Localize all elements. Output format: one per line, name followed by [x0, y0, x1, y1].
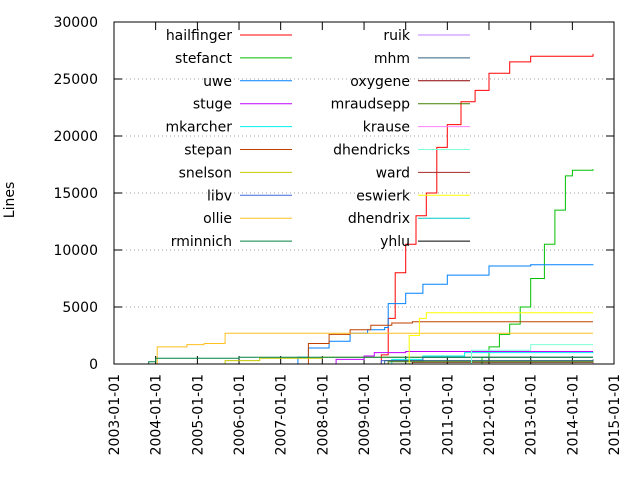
legend-label-dhendricks: dhendricks — [333, 143, 410, 159]
legend-label-stepan: stepan — [184, 143, 232, 159]
legend-label-stefanct: stefanct — [175, 51, 232, 67]
plot-border — [113, 21, 615, 365]
series-line-eswierk — [114, 312, 593, 365]
legend-label-ollie: ollie — [203, 211, 232, 227]
legend-label-krause: krause — [363, 120, 410, 136]
legend-label-snelson: snelson — [179, 165, 232, 181]
x-tick-label: 2010-01-01 — [399, 374, 415, 455]
x-tick-label: 2006-01-01 — [232, 374, 248, 455]
y-tick-label: 25000 — [53, 72, 98, 88]
legend-label-hailfinger: hailfinger — [166, 28, 232, 44]
legend-label-rminnich: rminnich — [171, 234, 232, 250]
y-tick-label: 10000 — [53, 243, 98, 259]
series-line-stefanct — [114, 169, 594, 365]
legend-label-mhm: mhm — [374, 51, 410, 67]
y-axis-label: Lines — [2, 182, 18, 218]
x-tick-label: 2014-01-01 — [565, 374, 581, 455]
y-tick-label: 20000 — [53, 129, 98, 145]
legend-label-eswierk: eswierk — [356, 188, 411, 204]
y-tick-label: 30000 — [53, 15, 98, 31]
x-tick-label: 2008-01-01 — [315, 374, 331, 455]
x-tick-label: 2013-01-01 — [524, 374, 540, 455]
legend-label-libv: libv — [207, 188, 232, 204]
x-tick-label: 2009-01-01 — [357, 374, 373, 455]
x-tick-label: 2003-01-01 — [107, 374, 123, 455]
legend-label-dhendrix: dhendrix — [348, 211, 410, 227]
legend-label-yhlu: yhlu — [380, 234, 410, 250]
legend-label-mraudsepp: mraudsepp — [331, 97, 411, 113]
x-tick-label: 2005-01-01 — [190, 374, 206, 455]
y-tick-label: 0 — [89, 357, 98, 373]
y-tick-label: 5000 — [62, 300, 98, 316]
legend-label-stuge: stuge — [193, 97, 232, 113]
x-tick-label: 2012-01-01 — [482, 374, 498, 455]
legend-label-ward: ward — [376, 165, 410, 181]
legend-label-oxygene: oxygene — [350, 74, 410, 90]
x-tick-label: 2007-01-01 — [274, 374, 290, 455]
x-tick-label: 2011-01-01 — [440, 374, 456, 455]
legend-label-mkarcher: mkarcher — [166, 120, 233, 136]
x-tick-label: 2004-01-01 — [149, 374, 165, 455]
legend-label-ruik: ruik — [383, 28, 411, 44]
y-tick-label: 15000 — [53, 186, 98, 202]
series-line-uwe — [114, 264, 594, 365]
x-tick-label: 2015-01-01 — [607, 374, 623, 455]
legend-label-uwe: uwe — [203, 74, 232, 90]
